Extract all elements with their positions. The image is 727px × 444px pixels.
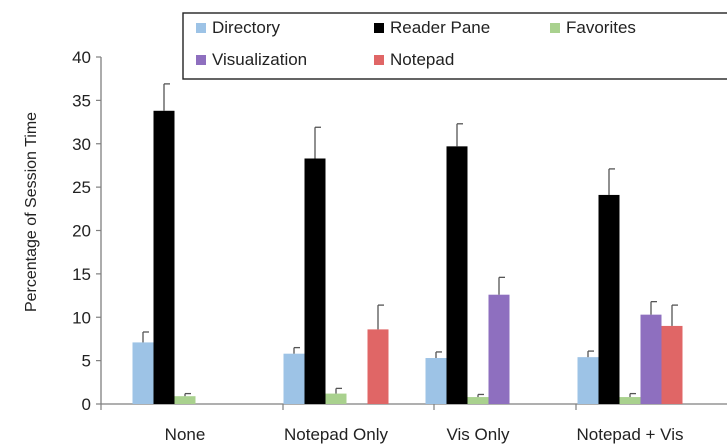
- y-tick-label: 10: [72, 308, 91, 327]
- legend: Directory Reader Pane Favorites Visualizati…: [182, 12, 727, 80]
- y-tick-label: 35: [72, 91, 91, 110]
- y-tick-label: 40: [72, 48, 91, 67]
- legend-swatch: [374, 55, 384, 65]
- x-tick-label: Notepad Only: [284, 425, 388, 444]
- y-tick-label: 25: [72, 178, 91, 197]
- legend-label: Notepad: [390, 50, 454, 69]
- bar: [467, 397, 489, 404]
- legend-swatch: [196, 23, 206, 33]
- bar: [446, 146, 468, 405]
- labels: None Notepad Only Vis Only Notepad + Vis: [165, 425, 684, 444]
- bar: [619, 397, 641, 404]
- bar: [283, 353, 305, 404]
- legend-label: Visualization: [212, 50, 307, 69]
- legend-label: Reader Pane: [390, 18, 490, 37]
- y-axis-label: Percentage of Session Time: [23, 112, 40, 312]
- bar: [174, 396, 196, 404]
- bar: [640, 314, 662, 404]
- legend-label: Favorites: [566, 18, 636, 37]
- bar: [661, 325, 683, 404]
- legend-label: Directory: [212, 18, 281, 37]
- bar: [132, 342, 154, 404]
- bar: [153, 110, 175, 404]
- y-tick-label: 20: [72, 222, 91, 241]
- y-tick-label: 5: [82, 352, 91, 371]
- legend-swatch: [196, 55, 206, 65]
- bar: [325, 393, 347, 404]
- bars: [132, 83, 683, 405]
- legend-swatch: [550, 23, 560, 33]
- bar: [367, 329, 389, 404]
- y-tick-label: 0: [82, 395, 91, 414]
- bar: [598, 194, 620, 404]
- bar: [304, 158, 326, 404]
- bar: [577, 357, 599, 404]
- legend-box: [182, 12, 727, 80]
- axes: 0 5 10 15 20 25 30 35 40: [72, 48, 727, 414]
- bar: [425, 358, 447, 404]
- y-tick-label: 15: [72, 265, 91, 284]
- legend-swatch: [374, 23, 384, 33]
- x-tick-label: Vis Only: [447, 425, 510, 444]
- x-tick-label: None: [165, 425, 206, 444]
- y-tick-label: 30: [72, 135, 91, 154]
- bar: [488, 294, 510, 404]
- x-tick-label: Notepad + Vis: [577, 425, 684, 444]
